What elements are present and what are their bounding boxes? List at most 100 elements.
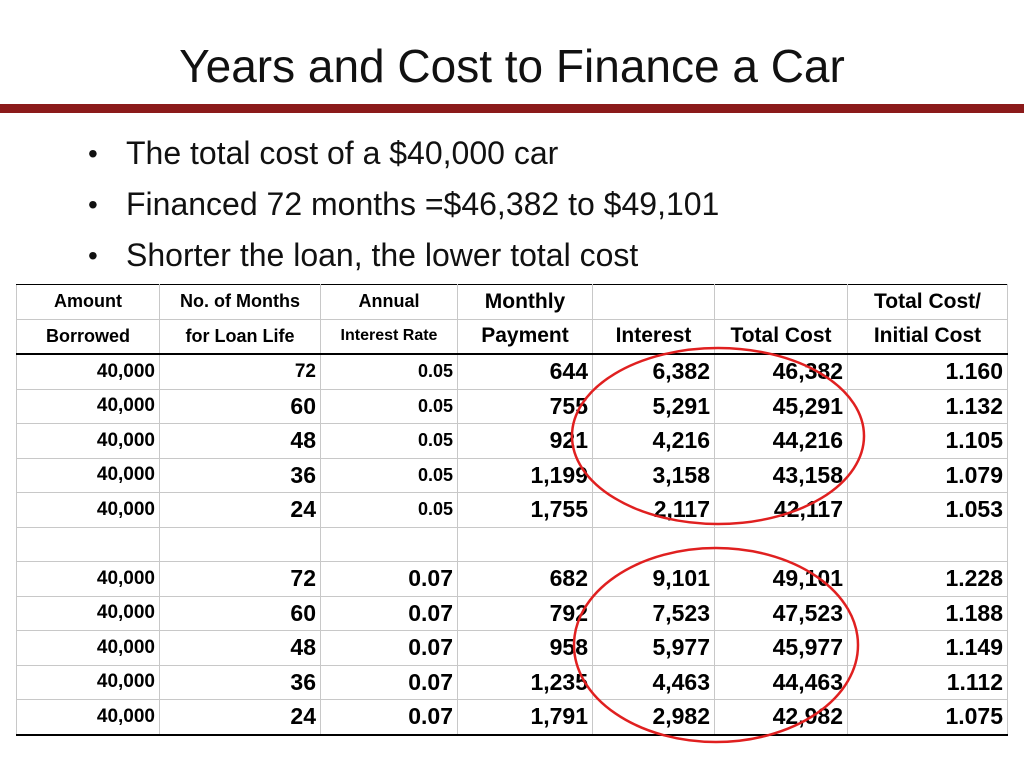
- table-cell: [16, 526, 160, 562]
- table-cell: [847, 526, 1008, 562]
- table-cell: 42,117: [714, 492, 848, 528]
- header-cell: Interest Rate: [320, 318, 458, 355]
- table-cell: 40,000: [16, 664, 160, 700]
- table-cell: 0.07: [320, 630, 458, 666]
- table-cell: 49,101: [714, 561, 848, 597]
- table-row: 40,000 24 0.05 1,755 2,117 42,117 1.053: [16, 492, 1008, 528]
- header-row-2: Borrowed for Loan Life Interest Rate Pay…: [16, 318, 1008, 355]
- table-cell: 44,463: [714, 664, 848, 700]
- table-cell: 0.07: [320, 595, 458, 631]
- table-cell: 72: [159, 561, 321, 597]
- table-cell: 0.05: [320, 457, 458, 493]
- table-cell: 1,199: [457, 457, 593, 493]
- finance-table: Amount No. of Months Annual Monthly Tota…: [16, 284, 1008, 736]
- table-cell: 48: [159, 423, 321, 459]
- bullet-item: The total cost of a $40,000 car: [88, 128, 719, 179]
- table-cell: 40,000: [16, 457, 160, 493]
- bullet-list: The total cost of a $40,000 car Financed…: [88, 128, 719, 281]
- table-cell: 44,216: [714, 423, 848, 459]
- table-row: 40,000 60 0.05 755 5,291 45,291 1.132: [16, 388, 1008, 424]
- table-cell: 36: [159, 664, 321, 700]
- header-cell: Payment: [457, 318, 593, 355]
- table-cell: 40,000: [16, 353, 160, 390]
- table-cell: 0.05: [320, 492, 458, 528]
- header-cell: Annual: [320, 284, 458, 320]
- bullet-item: Shorter the loan, the lower total cost: [88, 230, 719, 281]
- table-row: 40,000 72 0.05 644 6,382 46,382 1.160: [16, 353, 1008, 390]
- spacer-row: [16, 526, 1008, 562]
- header-cell: for Loan Life: [159, 318, 321, 355]
- table-cell: [592, 526, 715, 562]
- table-cell: 5,291: [592, 388, 715, 424]
- table-cell: 792: [457, 595, 593, 631]
- table-cell: 7,523: [592, 595, 715, 631]
- header-cell: [592, 284, 715, 320]
- table-cell: 24: [159, 492, 321, 528]
- table-row: 40,000 36 0.05 1,199 3,158 43,158 1.079: [16, 457, 1008, 493]
- finance-table-wrapper: Amount No. of Months Annual Monthly Tota…: [16, 284, 1008, 736]
- header-cell: Borrowed: [16, 318, 160, 355]
- table-cell: 1.075: [847, 699, 1008, 736]
- table-row: 40,000 48 0.05 921 4,216 44,216 1.105: [16, 423, 1008, 459]
- table-cell: 0.05: [320, 388, 458, 424]
- table-cell: 0.07: [320, 664, 458, 700]
- table-cell: 40,000: [16, 388, 160, 424]
- title-divider: [0, 104, 1024, 113]
- header-cell: [714, 284, 848, 320]
- table-row: 40,000 72 0.07 682 9,101 49,101 1.228: [16, 561, 1008, 597]
- table-cell: 72: [159, 353, 321, 390]
- table-cell: 1.149: [847, 630, 1008, 666]
- table-cell: 40,000: [16, 630, 160, 666]
- table-row: 40,000 36 0.07 1,235 4,463 44,463 1.112: [16, 664, 1008, 700]
- table-cell: 755: [457, 388, 593, 424]
- table-cell: 48: [159, 630, 321, 666]
- table-cell: 43,158: [714, 457, 848, 493]
- table-row: 40,000 60 0.07 792 7,523 47,523 1.188: [16, 595, 1008, 631]
- table-cell: 958: [457, 630, 593, 666]
- table-cell: 3,158: [592, 457, 715, 493]
- table-cell: 682: [457, 561, 593, 597]
- table-cell: 40,000: [16, 595, 160, 631]
- table-cell: 45,291: [714, 388, 848, 424]
- table-cell: 40,000: [16, 561, 160, 597]
- table-cell: 4,463: [592, 664, 715, 700]
- table-cell: 42,982: [714, 699, 848, 736]
- table-cell: 0.05: [320, 423, 458, 459]
- table-cell: 36: [159, 457, 321, 493]
- bullet-item: Financed 72 months =$46,382 to $49,101: [88, 179, 719, 230]
- table-cell: 4,216: [592, 423, 715, 459]
- table-cell: 1.188: [847, 595, 1008, 631]
- table-cell: 9,101: [592, 561, 715, 597]
- table-cell: 0.07: [320, 699, 458, 736]
- table-cell: 60: [159, 388, 321, 424]
- table-cell: 60: [159, 595, 321, 631]
- table-row: 40,000 24 0.07 1,791 2,982 42,982 1.075: [16, 699, 1008, 736]
- table-cell: [457, 526, 593, 562]
- table-cell: 1.053: [847, 492, 1008, 528]
- table-cell: [159, 526, 321, 562]
- header-cell: Amount: [16, 284, 160, 320]
- table-cell: 45,977: [714, 630, 848, 666]
- header-cell: Initial Cost: [847, 318, 1008, 355]
- table-cell: [320, 526, 458, 562]
- header-cell: Total Cost/: [847, 284, 1008, 320]
- table-cell: 5,977: [592, 630, 715, 666]
- table-cell: 46,382: [714, 353, 848, 390]
- table-cell: 2,982: [592, 699, 715, 736]
- table-cell: 1.132: [847, 388, 1008, 424]
- header-row-1: Amount No. of Months Annual Monthly Tota…: [16, 284, 1008, 320]
- table-cell: 40,000: [16, 492, 160, 528]
- table-cell: 644: [457, 353, 593, 390]
- header-cell: Total Cost: [714, 318, 848, 355]
- header-cell: No. of Months: [159, 284, 321, 320]
- slide-title: Years and Cost to Finance a Car: [179, 40, 845, 92]
- table-cell: 1.105: [847, 423, 1008, 459]
- table-cell: 0.05: [320, 353, 458, 390]
- table-row: 40,000 48 0.07 958 5,977 45,977 1.149: [16, 630, 1008, 666]
- table-cell: 1.079: [847, 457, 1008, 493]
- table-cell: 921: [457, 423, 593, 459]
- table-cell: 47,523: [714, 595, 848, 631]
- table-cell: 1.228: [847, 561, 1008, 597]
- table-cell: 40,000: [16, 423, 160, 459]
- table-cell: [714, 526, 848, 562]
